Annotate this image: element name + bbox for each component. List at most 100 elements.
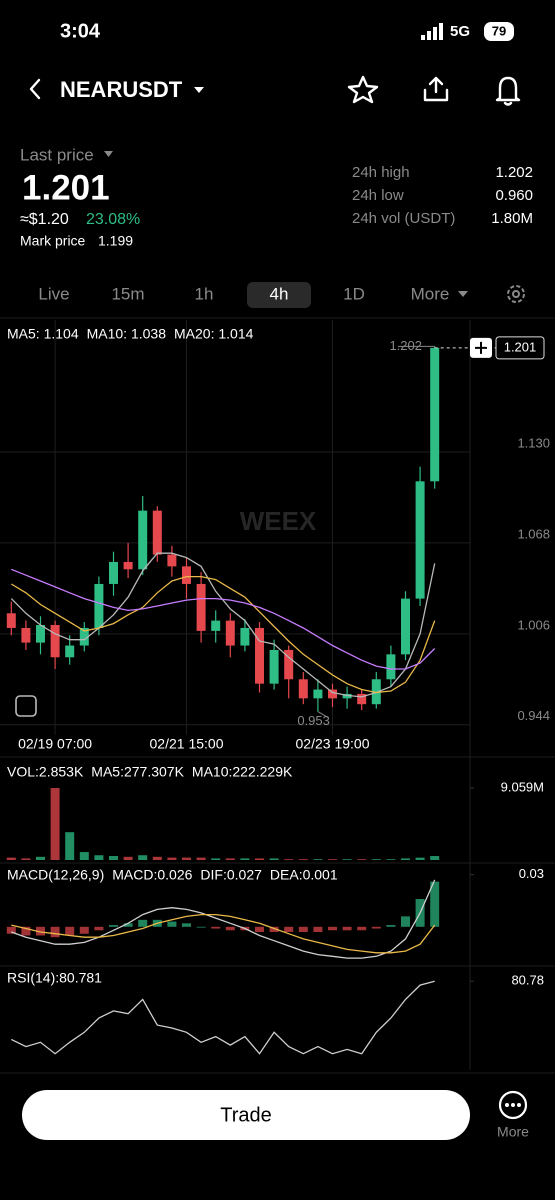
y-tick-label: 0.03 bbox=[519, 866, 544, 881]
back-button[interactable] bbox=[29, 78, 41, 100]
macd-bar bbox=[371, 926, 381, 929]
timeframe-tab[interactable]: 15m bbox=[111, 284, 144, 303]
macd-bar bbox=[94, 926, 104, 931]
macd-bar bbox=[50, 926, 60, 938]
volume-bar bbox=[182, 857, 191, 860]
candle-body bbox=[386, 654, 396, 680]
candle-body bbox=[430, 347, 440, 482]
macd-bar bbox=[357, 926, 367, 931]
candle-body bbox=[196, 583, 206, 631]
volume-bar bbox=[79, 852, 89, 860]
network-label: 5G bbox=[450, 23, 470, 40]
stat-label: 24h vol (USDT) bbox=[352, 210, 455, 227]
candle-body bbox=[109, 561, 118, 584]
volume-bar bbox=[371, 859, 381, 860]
volume-bar bbox=[94, 855, 104, 860]
symbol[interactable]: NEARUSDT bbox=[60, 77, 183, 102]
legend-item: MA10: 1.038 bbox=[87, 326, 167, 342]
y-tick-label: 1.068 bbox=[517, 526, 550, 541]
fullscreen-button[interactable] bbox=[15, 695, 37, 717]
legend-item: MACD:0.026 bbox=[112, 867, 192, 883]
candle-body bbox=[401, 598, 410, 655]
share-button[interactable] bbox=[423, 76, 449, 102]
macd-bar bbox=[430, 881, 440, 927]
candle-body bbox=[371, 679, 381, 705]
settings-button[interactable] bbox=[507, 285, 525, 303]
more-label[interactable]: More bbox=[497, 1124, 529, 1140]
volume-bar bbox=[21, 858, 31, 860]
macd-bar bbox=[328, 926, 337, 931]
candle-body bbox=[255, 627, 264, 684]
timeframe-tab[interactable]: Live bbox=[38, 284, 69, 303]
candle-body bbox=[415, 481, 425, 599]
legend-item: MA20: 1.014 bbox=[174, 326, 254, 342]
last-price-dropdown[interactable] bbox=[104, 151, 113, 157]
legend-item: MACD(12,26,9) bbox=[7, 867, 104, 883]
more-button[interactable] bbox=[498, 1090, 528, 1120]
last-price-label[interactable]: Last price bbox=[20, 145, 94, 164]
more-dropdown[interactable] bbox=[458, 291, 468, 297]
macd-bar bbox=[196, 926, 206, 928]
volume-bar bbox=[269, 858, 279, 860]
status-time: 3:04 bbox=[60, 20, 101, 42]
macd-bar bbox=[298, 926, 308, 932]
low-marker bbox=[317, 711, 329, 718]
volume-bar bbox=[401, 858, 410, 860]
candle-body bbox=[123, 561, 133, 570]
high-label: 1.202 bbox=[389, 338, 422, 353]
macd-bar bbox=[79, 926, 89, 934]
y-tick-label: 80.78 bbox=[511, 973, 544, 988]
macd-bar bbox=[138, 919, 148, 927]
volume-bar bbox=[415, 857, 425, 860]
watermark: WEEX bbox=[240, 506, 317, 536]
symbol-dropdown[interactable] bbox=[194, 87, 204, 93]
legend-item: MA10:222.229K bbox=[192, 764, 293, 780]
x-tick-label: 02/23 19:00 bbox=[296, 736, 370, 752]
candle-body bbox=[357, 693, 367, 705]
candle-body bbox=[138, 510, 148, 570]
alert-button[interactable] bbox=[495, 76, 521, 106]
macd-bar bbox=[211, 926, 221, 929]
legend-item: DEA:0.001 bbox=[270, 867, 338, 883]
candle-body bbox=[211, 620, 221, 631]
candle-body bbox=[269, 649, 279, 684]
macd-bar bbox=[109, 925, 118, 927]
volume-bar bbox=[109, 856, 118, 860]
macd-bar bbox=[21, 926, 31, 936]
volume-bar bbox=[65, 832, 75, 860]
legend-item: DIF:0.027 bbox=[200, 867, 262, 883]
timeframe-tab[interactable]: More bbox=[411, 284, 450, 303]
macd-line bbox=[11, 879, 436, 959]
rsi-line bbox=[11, 980, 435, 1055]
volume-bar bbox=[167, 857, 177, 860]
volume-bar bbox=[6, 857, 16, 860]
timeframe-tab[interactable]: 4h bbox=[270, 284, 289, 303]
volume-bar bbox=[313, 859, 323, 860]
stat-value: 1.80M bbox=[491, 210, 533, 227]
trade-button[interactable] bbox=[22, 1090, 470, 1140]
add-order-icon[interactable] bbox=[475, 341, 487, 354]
timeframe-tab[interactable]: 1D bbox=[343, 284, 365, 303]
stats: 24h high 1.202 24h low 0.960 24h vol (USDT) 1… bbox=[352, 164, 533, 227]
ma-line bbox=[11, 568, 436, 670]
stat-value: 1.202 bbox=[495, 164, 533, 181]
candle-body bbox=[342, 693, 352, 699]
macd-bar bbox=[255, 926, 264, 932]
stat-value: 0.960 bbox=[495, 187, 533, 204]
volume-bar bbox=[255, 858, 264, 860]
x-tick-label: 02/21 15:00 bbox=[150, 736, 224, 752]
battery-icon bbox=[484, 22, 514, 41]
candle-body bbox=[225, 620, 235, 646]
favorite-button[interactable] bbox=[347, 75, 379, 104]
volume-bar bbox=[357, 859, 367, 860]
candle-body bbox=[152, 510, 162, 555]
macd-bar bbox=[225, 926, 235, 931]
x-tick-label: 02/19 07:00 bbox=[18, 736, 92, 752]
candle-body bbox=[298, 679, 308, 699]
ma-line bbox=[10, 552, 436, 698]
trade-button-label[interactable]: Trade bbox=[220, 1104, 272, 1126]
timeframe-tab[interactable]: 1h bbox=[195, 284, 214, 303]
macd-line bbox=[11, 913, 436, 954]
charts: WEEX 1.130 1.068 1.006 0.944 02/19 07:00 02/21… bbox=[0, 317, 555, 1070]
